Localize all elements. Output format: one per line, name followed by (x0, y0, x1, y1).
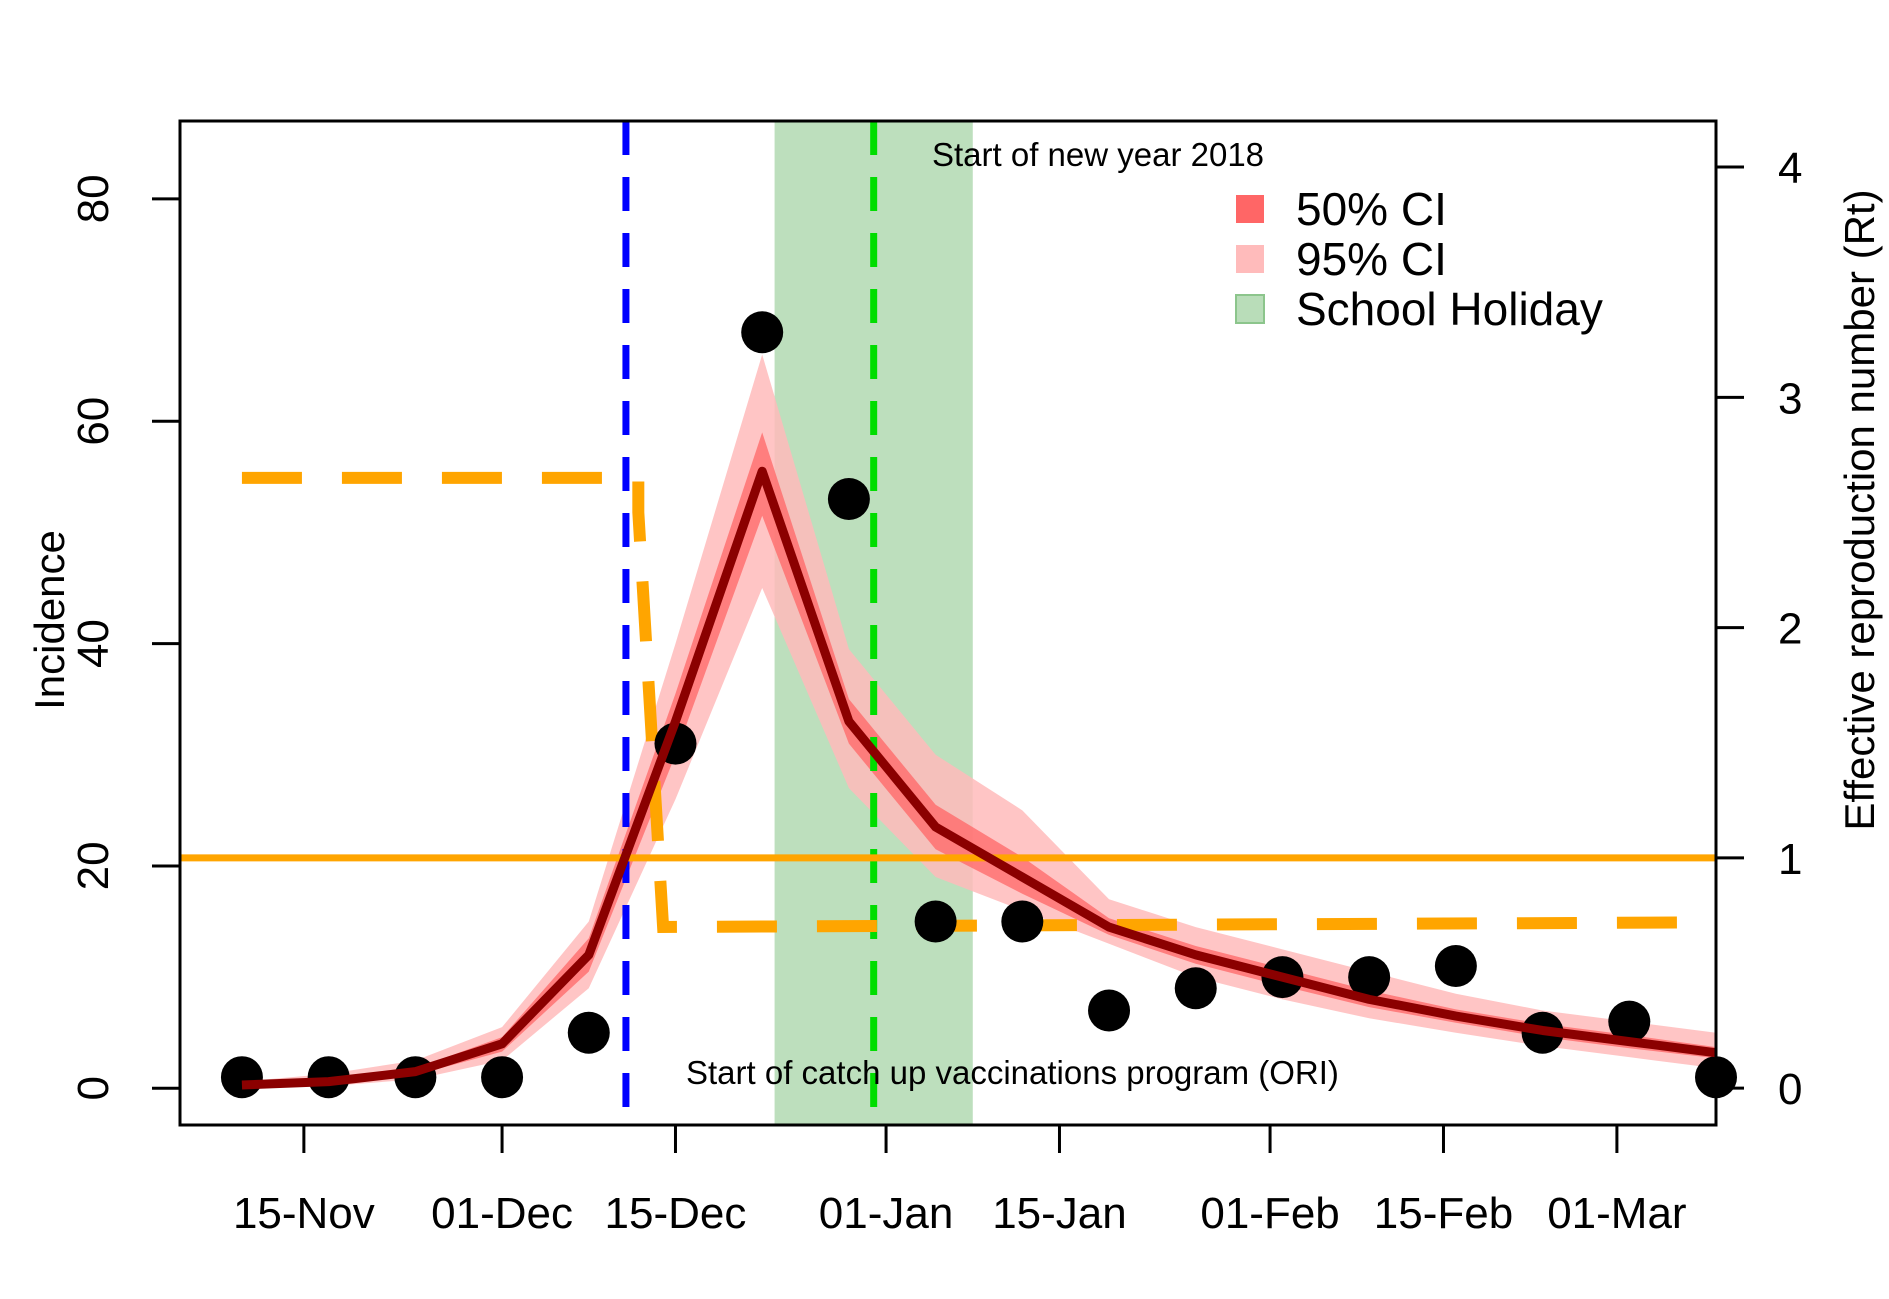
legend: 50% CI 95% CI School Holiday (1235, 183, 1603, 335)
legend-label-school-holiday: School Holiday (1296, 283, 1603, 335)
observed-point (1434, 945, 1477, 988)
y-left-tick-label: 80 (69, 174, 118, 223)
y-right-tick-label: 4 (1778, 144, 1802, 193)
y-left-tick-label: 0 (69, 1076, 118, 1100)
observed-point (220, 1056, 263, 1099)
observed-point (567, 1011, 610, 1054)
legend-label-95ci: 95% CI (1296, 233, 1447, 285)
ci50-band (241, 432, 1716, 1087)
observed-point (827, 478, 870, 521)
y-right-tick-label: 0 (1778, 1065, 1802, 1114)
y-right-tick-label: 3 (1778, 374, 1802, 423)
x-tick-label: 15-Nov (233, 1189, 375, 1238)
median-incidence-line (241, 466, 1716, 1090)
y-left-tick-label: 40 (69, 619, 118, 668)
observed-point (1174, 967, 1217, 1010)
x-tick-label: 01-Dec (431, 1189, 573, 1238)
x-tick-label: 15-Jan (992, 1189, 1127, 1238)
plot-frame (178, 119, 1718, 1127)
x-tick-label: 01-Mar (1547, 1189, 1686, 1238)
y-left-tick-label: 20 (69, 841, 118, 890)
x-tick-label: 01-Feb (1200, 1189, 1339, 1238)
ci95-band (241, 354, 1716, 1089)
observed-point (1608, 1000, 1651, 1043)
x-tick-label: 15-Feb (1374, 1189, 1513, 1238)
observed-point (1088, 989, 1131, 1032)
y-right-tick-label: 2 (1778, 605, 1802, 654)
y-axis-right-title: Effective reproduction number (Rt) (1836, 189, 1883, 830)
legend-swatch-95ci (1236, 245, 1264, 273)
y-axis-left-title: Incidence (26, 530, 73, 710)
legend-swatch-school-holiday (1235, 294, 1265, 324)
legend-swatch-50ci (1236, 195, 1264, 223)
y-left-tick-label: 60 (69, 397, 118, 446)
y-right-tick-label: 1 (1778, 835, 1802, 884)
observed-point (1348, 956, 1391, 999)
observed-point (1001, 900, 1044, 943)
rt-line (241, 471, 1716, 933)
observed-point (481, 1056, 524, 1099)
vaccination-annotation: Start of catch up vaccinations program (… (686, 1054, 1339, 1091)
observed-point (914, 900, 957, 943)
x-tick-label: 01-Jan (819, 1189, 954, 1238)
new-year-annotation: Start of new year 2018 (932, 136, 1264, 173)
x-tick-label: 15-Dec (605, 1189, 747, 1238)
observed-point (741, 311, 784, 354)
legend-label-50ci: 50% CI (1296, 183, 1447, 235)
